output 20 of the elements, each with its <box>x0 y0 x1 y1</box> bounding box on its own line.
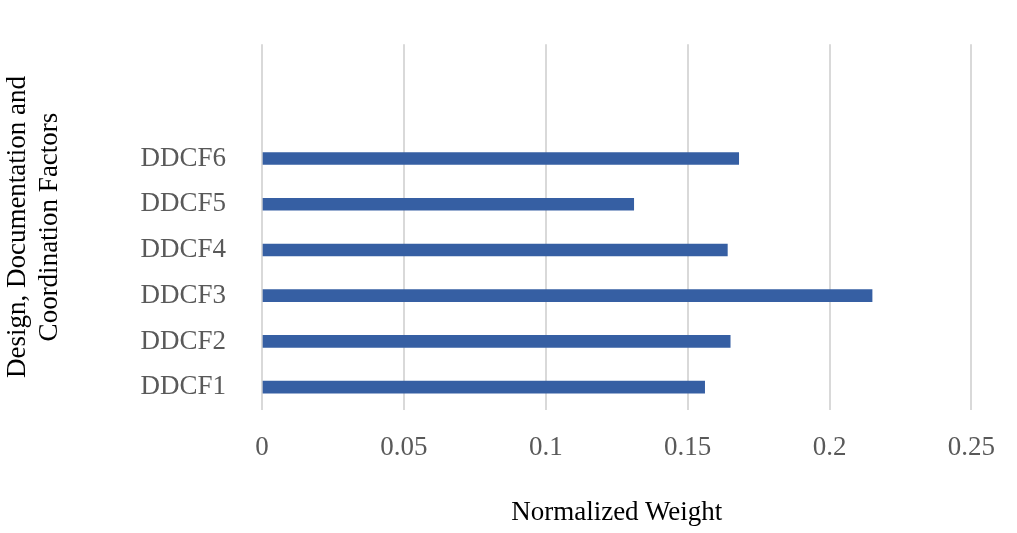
x-tick-label: 0.05 <box>380 431 428 462</box>
y-tick-label: DDCF4 <box>140 233 227 264</box>
y-tick-label: DDCF2 <box>140 324 226 355</box>
y-tick-label: DDCF3 <box>140 278 226 309</box>
y-tick-label: DDCF5 <box>140 187 226 218</box>
x-tick-label: 0 <box>255 431 269 462</box>
bar <box>262 152 740 165</box>
y-tick-label: DDCF1 <box>140 370 226 401</box>
y-tick-label: DDCF6 <box>140 141 226 172</box>
bar <box>262 197 635 211</box>
bar <box>262 243 728 257</box>
x-tick-label: 0.15 <box>664 431 712 462</box>
bar <box>262 380 705 394</box>
bar <box>262 335 731 348</box>
x-tick-label: 0.2 <box>812 431 847 462</box>
x-axis-title: Normalized Weight <box>511 495 723 526</box>
x-tick-label: 0.1 <box>528 431 563 462</box>
y-axis-title: Design, Documentation and Coordination Factors <box>0 74 64 381</box>
bar <box>262 289 873 303</box>
x-tick-label: 0.25 <box>947 431 995 462</box>
